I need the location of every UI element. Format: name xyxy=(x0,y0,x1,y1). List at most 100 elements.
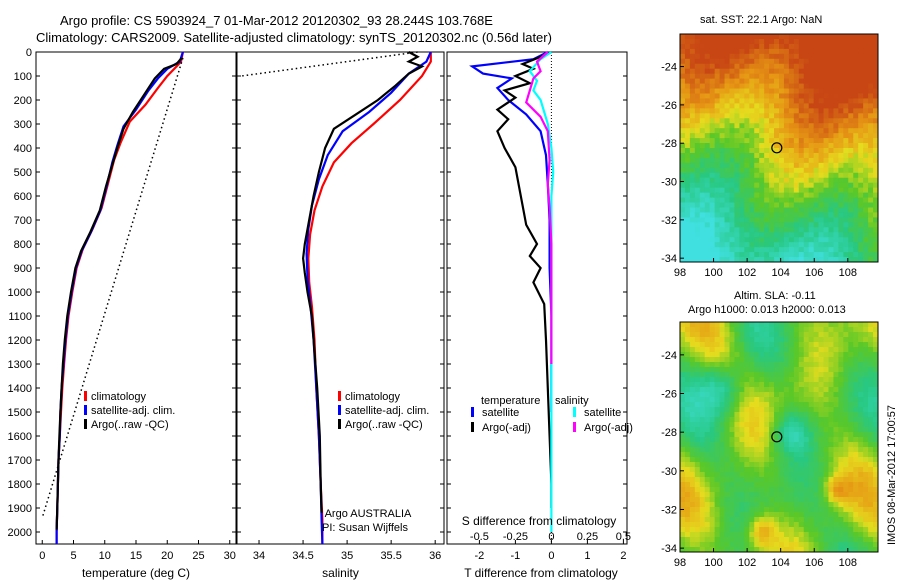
x-tick-label: 35 xyxy=(341,550,353,562)
panel-salinity-frame xyxy=(236,51,445,545)
legend-swatch xyxy=(84,391,87,401)
legend-label: satellite xyxy=(584,407,621,419)
x-tick-label: 20 xyxy=(161,550,173,562)
argo-float-marker xyxy=(771,142,783,154)
chart-title-line1: Argo profile: CS 5903924_7 01-Mar-2012 2… xyxy=(60,13,493,28)
x-axis-label: T difference from climatology xyxy=(464,566,618,580)
secondary-tick-label: -0.5 xyxy=(470,531,489,543)
x-tick-label: -1 xyxy=(511,550,521,562)
y-tick-label: 200 xyxy=(14,95,32,107)
secondary-tick-label: 0 xyxy=(548,531,554,543)
secondary-axis-label: S difference from climatology xyxy=(462,514,617,528)
map-x-tick-label: 102 xyxy=(738,267,756,279)
sst-map-title: sat. SST: 22.1 Argo: NaN xyxy=(700,14,823,26)
legend-swatch xyxy=(338,405,341,415)
map-x-tick-label: 100 xyxy=(704,557,722,569)
series-line-difference-3 xyxy=(524,51,553,364)
x-tick-label: 30 xyxy=(224,550,236,562)
legend-label: Argo(-adj) xyxy=(584,422,633,434)
legend-swatch xyxy=(573,407,576,417)
y-tick-label: 1700 xyxy=(8,455,32,467)
map-x-tick-label: 102 xyxy=(738,557,756,569)
y-tick-label: 700 xyxy=(14,215,32,227)
y-tick-label: 0 xyxy=(26,47,32,59)
legend-swatch xyxy=(338,419,341,429)
map-x-tick-label: 104 xyxy=(771,557,789,569)
map-x-tick-label: 106 xyxy=(805,557,823,569)
map-x-tick-label: 108 xyxy=(839,267,857,279)
map-y-tick-label: -34 xyxy=(661,543,677,555)
chart-title-line2: Climatology: CARS2009. Satellite-adjuste… xyxy=(36,30,552,45)
argo-program-label: Argo AUSTRALIA xyxy=(325,508,412,520)
sla-map xyxy=(680,322,879,553)
y-tick-label: 300 xyxy=(14,119,32,131)
legend-swatch xyxy=(471,422,474,432)
legend-swatch xyxy=(84,405,87,415)
panel-difference-frame xyxy=(446,51,628,545)
secondary-tick-label: 0.5 xyxy=(616,531,631,543)
legend-label: Argo(..raw -QC) xyxy=(345,419,423,431)
map-y-tick-label: -26 xyxy=(661,100,677,112)
map-y-tick-label: -32 xyxy=(661,504,677,516)
series-line-salinity-2 xyxy=(301,51,425,513)
map-y-tick-label: -26 xyxy=(661,389,677,401)
map-x-tick-label: 104 xyxy=(771,267,789,279)
y-tick-label: 800 xyxy=(14,239,32,251)
sla-map-title-line1: Altim. SLA: -0.11 xyxy=(734,290,816,302)
legend-label: climatology xyxy=(91,391,147,403)
x-tick-label: 0 xyxy=(548,550,554,562)
map-y-tick-label: -30 xyxy=(661,466,677,478)
y-tick-label: 1100 xyxy=(8,311,32,323)
map-y-tick-label: -30 xyxy=(661,177,677,189)
legend-title-temperature: temperature xyxy=(481,395,540,407)
x-tick-label: -2 xyxy=(475,550,485,562)
x-tick-label: 25 xyxy=(192,550,204,562)
y-tick-label: 1800 xyxy=(8,479,32,491)
legend-label: satellite-adj. clim. xyxy=(345,405,429,417)
x-tick-label: 35.5 xyxy=(380,550,401,562)
map-y-tick-label: -32 xyxy=(661,215,677,227)
x-tick-label: 15 xyxy=(130,550,142,562)
legend-swatch xyxy=(573,422,576,432)
y-tick-label: 1300 xyxy=(8,359,32,371)
legend-label: Argo(..raw -QC) xyxy=(91,419,169,431)
map-x-tick-label: 108 xyxy=(839,557,857,569)
y-tick-label: 2000 xyxy=(8,527,32,539)
y-tick-label: 500 xyxy=(14,167,32,179)
y-tick-label: 1000 xyxy=(8,287,32,299)
argo-float-marker xyxy=(771,431,783,443)
y-tick-label: 600 xyxy=(14,191,32,203)
y-tick-label: 900 xyxy=(14,263,32,275)
panel-temperature-frame xyxy=(35,51,237,545)
map-y-tick-label: -24 xyxy=(661,62,677,74)
legend-swatch xyxy=(84,419,87,429)
secondary-tick-label: 0.25 xyxy=(577,531,598,543)
x-tick-label: 34 xyxy=(253,550,265,562)
x-tick-label: 5 xyxy=(70,550,76,562)
map-x-tick-label: 98 xyxy=(674,557,686,569)
series-line-difference-1 xyxy=(495,50,553,508)
y-tick-label: 400 xyxy=(14,143,32,155)
x-tick-label: 10 xyxy=(99,550,111,562)
map-x-tick-label: 100 xyxy=(704,267,722,279)
sla-map-frame xyxy=(679,321,879,553)
x-tick-label: 36 xyxy=(429,550,441,562)
x-tick-label: 1 xyxy=(584,550,590,562)
series-line-temperature-3 xyxy=(41,57,184,518)
sla-map-title-line2: Argo h1000: 0.013 h2000: 0.013 xyxy=(688,304,846,316)
x-axis-label: salinity xyxy=(322,566,359,580)
y-tick-label: 1200 xyxy=(8,335,32,347)
legend-label: Argo(-adj) xyxy=(482,422,531,434)
y-tick-label: 100 xyxy=(14,71,32,83)
map-y-tick-label: -28 xyxy=(661,138,677,150)
x-axis-label: temperature (deg C) xyxy=(82,566,190,580)
legend-swatch xyxy=(471,407,474,417)
series-line-difference-2 xyxy=(528,51,555,532)
sst-map-frame xyxy=(679,33,879,263)
legend-swatch xyxy=(338,391,341,401)
legend-label: satellite-adj. clim. xyxy=(91,405,175,417)
map-y-tick-label: -34 xyxy=(661,253,677,265)
y-tick-label: 1500 xyxy=(8,407,32,419)
x-tick-label: 2 xyxy=(620,550,626,562)
